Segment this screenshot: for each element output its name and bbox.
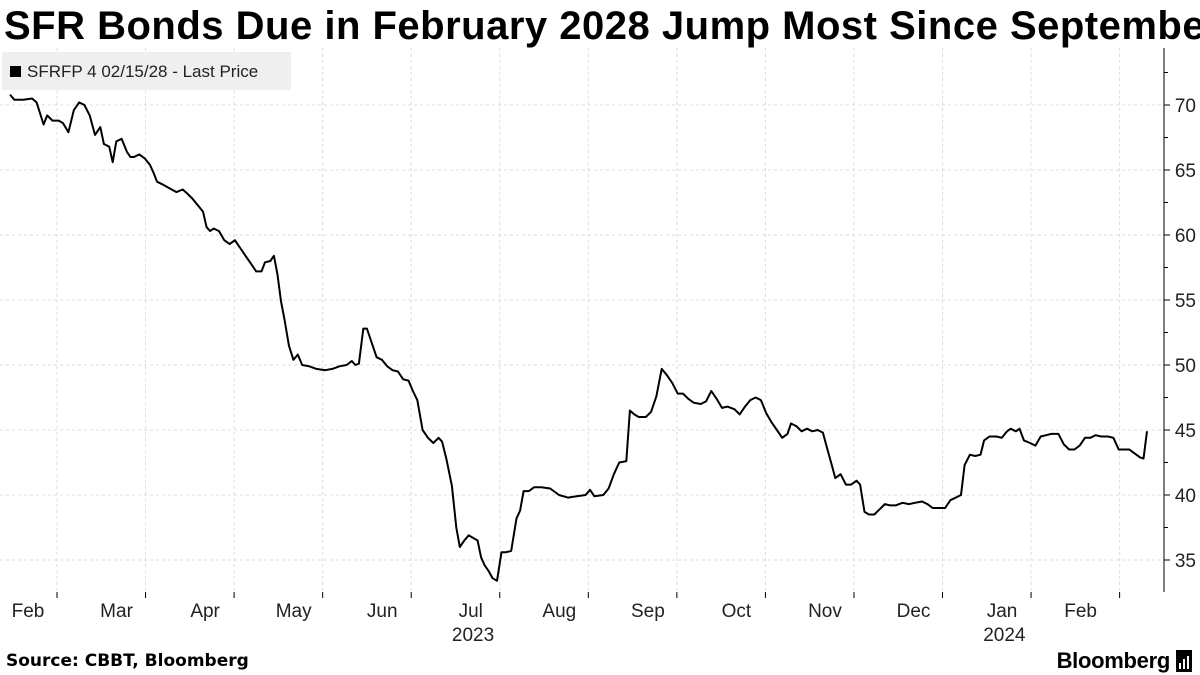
y-tick-label: 55: [1175, 291, 1196, 312]
x-axis: Feb Mar Apr May Jun Jul Aug Sep Oct Nov Dec Jan Feb 2…: [12, 592, 1121, 646]
legend-box: [2, 52, 291, 90]
y-tick-label: 60: [1175, 226, 1196, 247]
brand-name: Bloomberg: [1056, 648, 1171, 673]
x-tick-label: Feb: [12, 601, 45, 622]
gridlines: [0, 48, 1164, 592]
series-group: [9, 93, 1148, 582]
x-tick-label: Jul: [459, 601, 483, 622]
y-tick-label: 65: [1175, 161, 1196, 182]
terminal-icon: [1176, 650, 1192, 672]
x-tick-label: Aug: [542, 601, 576, 622]
x-year-label: 2024: [983, 625, 1026, 646]
x-tick-label: Feb: [1064, 601, 1097, 622]
y-tick-label: 35: [1175, 551, 1196, 572]
x-tick-label: Jan: [987, 601, 1018, 622]
bloomberg-logo: Bloomberg: [1057, 648, 1192, 674]
x-tick-label: Dec: [897, 601, 931, 622]
y-axis: 35 40 45 50 55 60 65 70: [1163, 48, 1196, 592]
x-tick-label: May: [276, 601, 312, 622]
series-line: [9, 93, 1148, 582]
y-tick-label: 45: [1175, 421, 1196, 442]
source-note: Source: CBBT, Bloomberg: [6, 651, 249, 671]
x-tick-label: Sep: [631, 601, 665, 622]
y-tick-label: 40: [1175, 486, 1196, 507]
legend-label: SFRFP 4 02/15/28 - Last Price: [27, 62, 258, 81]
chart-title: SFR Bonds Due in February 2028 Jump Most…: [4, 4, 1200, 48]
x-year-label: 2023: [452, 625, 494, 646]
legend: SFRFP 4 02/15/28 - Last Price: [2, 52, 291, 90]
x-tick-label: Oct: [722, 601, 752, 622]
x-tick-label: Nov: [808, 601, 842, 622]
x-tick-label: Mar: [100, 601, 133, 622]
legend-swatch: [10, 66, 21, 77]
x-tick-label: Apr: [190, 601, 220, 622]
y-tick-label: 50: [1175, 356, 1196, 377]
x-tick-label: Jun: [367, 601, 398, 622]
y-tick-label: 70: [1175, 96, 1196, 117]
